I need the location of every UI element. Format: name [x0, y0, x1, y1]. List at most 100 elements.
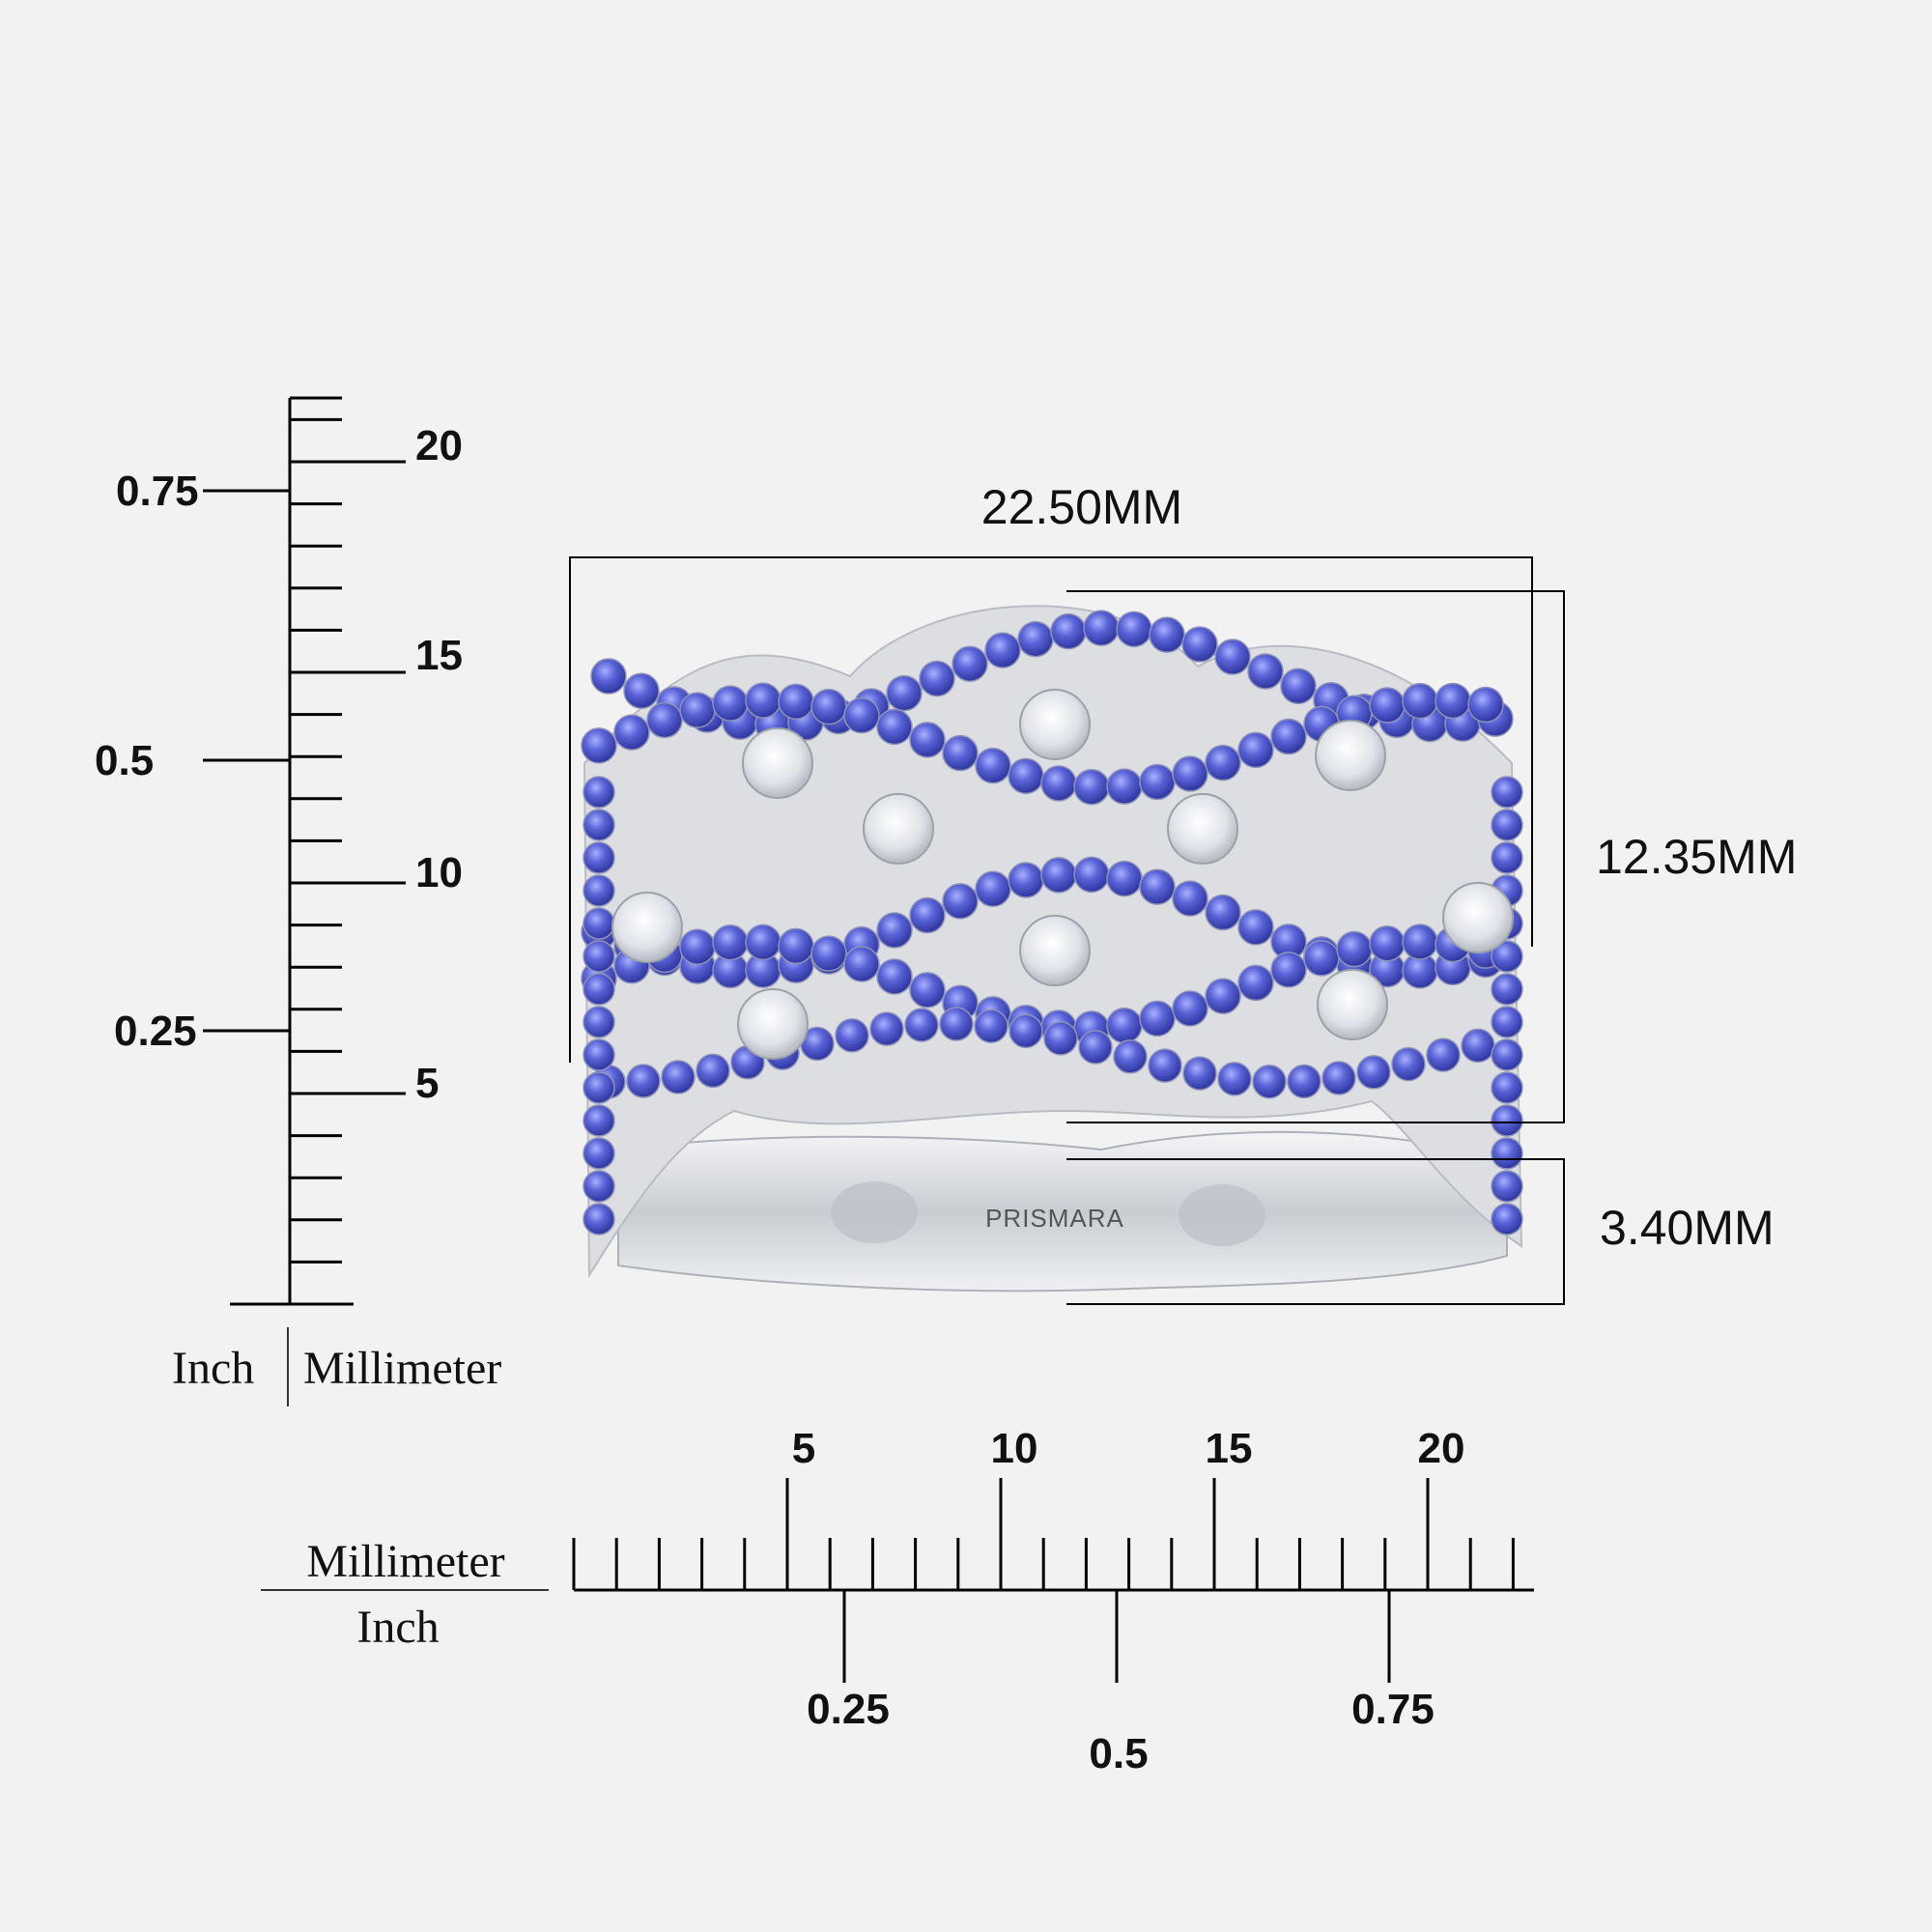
- sapphire-stone: [582, 973, 615, 1006]
- diamond-stone: [611, 892, 683, 963]
- sapphire-stone: [613, 714, 650, 751]
- sapphire-stone: [582, 1104, 615, 1137]
- sapphire-stone: [1073, 768, 1110, 806]
- sapphire-stone: [1106, 1007, 1143, 1044]
- sapphire-stone: [1172, 990, 1208, 1027]
- sapphire-stone: [886, 674, 923, 712]
- sapphire-stone: [1116, 611, 1152, 648]
- sapphire-stone: [1237, 731, 1274, 769]
- sapphire-stone: [582, 874, 615, 907]
- sapphire-stone: [1369, 687, 1406, 724]
- sapphire-stone: [1391, 1046, 1426, 1082]
- sapphire-stone: [582, 1203, 615, 1236]
- sapphire-stone: [1073, 856, 1110, 894]
- sapphire-stone: [696, 1053, 730, 1089]
- shank-shadow-left: [831, 1181, 918, 1243]
- sapphire-stone: [582, 1137, 615, 1170]
- sapphire-stone: [1043, 1021, 1078, 1056]
- sapphire-stone: [1280, 668, 1317, 705]
- horizontal-mm-ticks: [572, 1478, 1515, 1590]
- v-inch-label-05: 0.5: [95, 737, 154, 784]
- sapphire-stone: [909, 722, 946, 758]
- sapphire-stone: [1252, 1064, 1287, 1099]
- diamond-stone: [1167, 793, 1238, 865]
- sapphire-stone: [1214, 639, 1251, 675]
- sapphire-stone: [1369, 924, 1406, 962]
- sapphire-stone: [1287, 1064, 1321, 1099]
- sapphire-stone: [810, 688, 847, 725]
- diamond-accents: [611, 689, 1514, 1060]
- v-inch-label-025: 0.25: [114, 1008, 197, 1055]
- sapphire-stone: [778, 683, 814, 721]
- sapphire-stone: [919, 660, 955, 697]
- sapphire-stone: [582, 809, 615, 841]
- diamond-stone: [1315, 720, 1386, 791]
- sapphire-stone: [661, 1060, 696, 1094]
- sapphire-stone: [1139, 763, 1176, 801]
- sapphire-stone: [1040, 765, 1077, 802]
- ring-shank: [617, 1130, 1508, 1293]
- sapphire-stone: [581, 727, 617, 764]
- sapphire-stone: [679, 692, 716, 728]
- sapphire-stone: [876, 958, 913, 995]
- sapphire-stone: [1113, 1039, 1148, 1074]
- diamond-stone: [1317, 969, 1388, 1040]
- sapphire-stone: [835, 1018, 869, 1053]
- horizontal-inch-ticks: [842, 1590, 1391, 1683]
- horizontal-unit-inch: Inch: [356, 1602, 439, 1653]
- band-dimension-label: 3.40MM: [1600, 1201, 1775, 1255]
- sapphire-stone: [1205, 894, 1241, 931]
- sapphire-stone: [1491, 1137, 1523, 1170]
- sapphire-stone: [1040, 857, 1077, 894]
- sapphire-stone: [582, 841, 615, 874]
- sapphire-stone: [778, 927, 814, 965]
- sapphire-stone: [1008, 757, 1044, 795]
- diamond-stone: [737, 988, 809, 1060]
- sapphire-stone: [582, 1006, 615, 1038]
- horizontal-ruler: [572, 1478, 1534, 1683]
- shank-shadow-right: [1179, 1184, 1265, 1246]
- sapphire-stone: [1461, 1028, 1495, 1064]
- vertical-ruler: [203, 396, 406, 1306]
- diamond-stone: [1442, 882, 1514, 953]
- width-dimension-label: 22.50MM: [981, 480, 1182, 534]
- sapphire-stone: [745, 923, 781, 961]
- sapphire-stone: [1491, 1071, 1523, 1104]
- sapphire-stone: [1139, 1000, 1176, 1037]
- sapphire-stone: [582, 1038, 615, 1071]
- sapphire-stone: [974, 1009, 1009, 1043]
- v-inch-label-075: 0.75: [116, 468, 199, 515]
- h-mm-label-15: 15: [1206, 1425, 1253, 1472]
- sapphire-stone: [942, 734, 979, 772]
- sapphire-stone: [582, 776, 615, 809]
- vertical-unit-millimeter: Millimeter: [303, 1343, 501, 1394]
- sapphire-stone: [1247, 653, 1284, 690]
- v-mm-label-10: 10: [415, 849, 463, 896]
- sapphire-stone: [590, 658, 627, 695]
- sapphire-stone: [712, 685, 749, 722]
- engraving-text: PRISMARA: [985, 1204, 1124, 1233]
- vertical-inch-ticks: [203, 489, 290, 1033]
- sapphire-stone: [1149, 616, 1185, 653]
- h-inch-label-025: 0.25: [807, 1686, 890, 1733]
- height-dimension-label: 12.35MM: [1596, 830, 1797, 884]
- width-dimension-box: [569, 556, 1533, 1063]
- sapphire-stone: [843, 696, 880, 734]
- sapphire-stone: [1402, 923, 1438, 960]
- sapphire-stone: [1205, 744, 1241, 781]
- sapphire-stone: [646, 701, 683, 739]
- sapphire-stone: [1491, 1104, 1523, 1137]
- sapphire-stone: [1321, 1061, 1356, 1095]
- sapphire-stone: [1402, 682, 1438, 720]
- sapphire-stone: [909, 896, 946, 934]
- sapphire-stone: [1148, 1048, 1182, 1083]
- sapphire-stone: [1270, 718, 1307, 755]
- v-mm-label-20: 20: [415, 422, 463, 469]
- sapphire-stone: [1356, 1055, 1391, 1090]
- sapphire-stone: [1083, 610, 1120, 646]
- sapphire-stone: [1491, 973, 1523, 1006]
- diamond-stone: [742, 727, 813, 799]
- sapphire-stone: [1217, 1062, 1252, 1096]
- sapphire-stone: [876, 708, 913, 746]
- sapphire-stone: [1205, 978, 1241, 1014]
